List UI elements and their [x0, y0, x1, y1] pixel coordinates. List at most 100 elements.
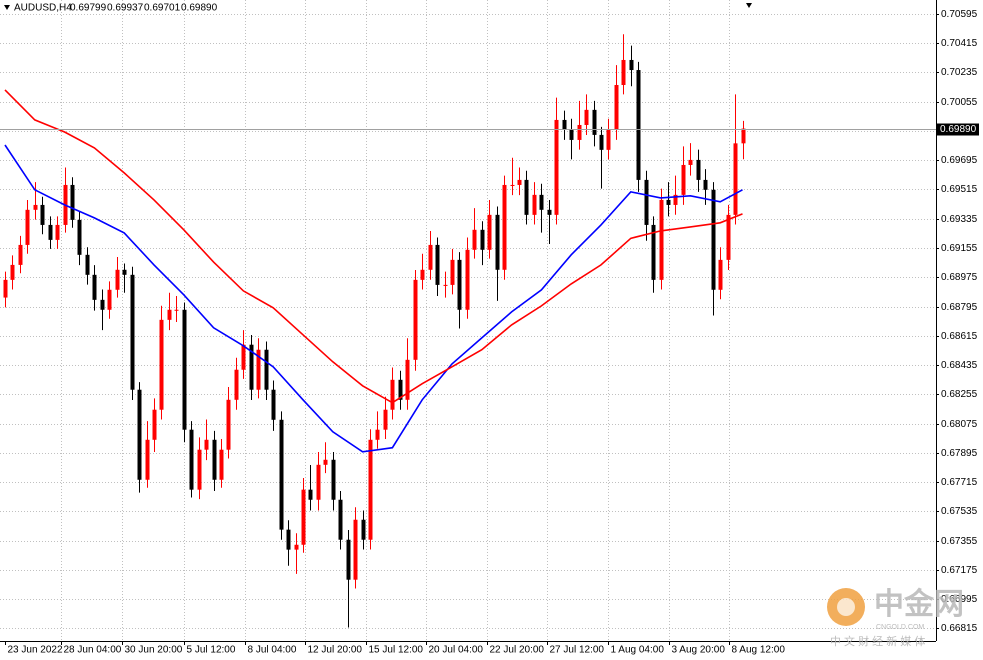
candle-body [554, 119, 559, 215]
moving-average [4, 89, 743, 404]
candle-body [606, 129, 611, 150]
candle-body [189, 429, 194, 490]
candle-body [621, 59, 626, 85]
ohlc-close: 0.69890 [181, 3, 218, 14]
candle-body [25, 209, 30, 245]
candle-body [495, 214, 500, 270]
candle-body [85, 254, 90, 275]
candle-body [741, 128, 746, 144]
candle-body [524, 179, 529, 215]
candle-body [577, 124, 582, 140]
candle-body [666, 199, 671, 205]
candle-body [681, 164, 686, 195]
watermark-site: CNGOLD.COM [876, 624, 924, 631]
x-tick-label: 8 Jul 04:00 [248, 645, 297, 656]
x-tick-label: 20 Jul 04:00 [429, 645, 484, 656]
candle-body [346, 539, 351, 580]
candle-body [152, 409, 157, 440]
candle-body [256, 349, 261, 390]
candle-body [420, 269, 425, 280]
candle-body [234, 369, 239, 400]
watermark-slogan: 中 文 财 经 新 媒 体 [830, 634, 925, 648]
x-tick-label: 1 Aug 04:00 [611, 645, 665, 656]
y-tick-label: 0.70415 [941, 38, 978, 49]
candle-body [301, 489, 306, 545]
candle-body [465, 249, 470, 310]
candle-body [212, 439, 217, 480]
candle-body [226, 399, 231, 450]
y-tick-label: 0.70055 [941, 97, 978, 108]
watermark: 中金网 CNGOLD.COM 中 文 财 经 新 媒 体 [827, 587, 964, 648]
y-tick-label: 0.68075 [941, 419, 978, 430]
candle-body [197, 449, 202, 490]
candle-body [264, 349, 269, 390]
candle-body [644, 179, 649, 225]
candle-body [353, 519, 358, 580]
candle-body [487, 214, 492, 250]
candle-body [308, 489, 313, 500]
current-price-label: 0.69890 [940, 124, 977, 135]
x-tick-label: 8 Aug 12:00 [732, 645, 786, 656]
x-tick-label: 5 Jul 12:00 [187, 645, 236, 656]
candle-body [167, 309, 172, 320]
candle-body [718, 259, 723, 290]
y-tick-label: 0.69335 [941, 214, 978, 225]
candle-body [48, 224, 53, 240]
candle-body [688, 159, 693, 165]
ohlc-low: 0.69701 [144, 3, 181, 14]
y-tick-label: 0.69695 [941, 155, 978, 166]
candle-body [703, 179, 708, 190]
candle-body [502, 184, 507, 270]
current-price-tag [937, 123, 979, 136]
x-tick-label: 28 Jun 04:00 [64, 645, 122, 656]
watermark-logo-inner [837, 598, 855, 616]
candle-body [659, 199, 664, 280]
y-tick-label: 0.67535 [941, 506, 978, 517]
candle-body [55, 224, 60, 240]
y-tick-label: 0.68975 [941, 272, 978, 283]
candle-body [450, 259, 455, 285]
candle-body [70, 184, 75, 220]
candle-body [77, 219, 82, 255]
candle-body [182, 309, 187, 430]
candle-body [279, 419, 284, 530]
candle-body [130, 274, 135, 390]
x-tick-label: 22 Jul 20:00 [490, 645, 545, 656]
candle-body [368, 439, 373, 540]
candle-body [696, 159, 701, 180]
y-tick-label: 0.69515 [941, 184, 978, 195]
candle-body [145, 439, 150, 480]
y-tick-label: 0.66995 [941, 594, 978, 605]
ohlc-high: 0.69937 [107, 3, 144, 14]
y-tick-label: 0.67355 [941, 536, 978, 547]
candle-body [457, 259, 462, 310]
candle-body [331, 459, 336, 500]
candle-body [539, 194, 544, 210]
y-tick-label: 0.69155 [941, 243, 978, 254]
candle-body [532, 194, 537, 215]
watermark-name: 中金网 [874, 587, 964, 621]
candle-body [405, 359, 410, 400]
x-tick-label: 23 Jun 2022 [8, 645, 63, 656]
candle-body [286, 529, 291, 550]
y-tick-label: 0.68435 [941, 360, 978, 371]
candle-body [122, 269, 127, 275]
candle-body [562, 119, 567, 130]
candle-body [443, 284, 448, 286]
candle-body [673, 194, 678, 205]
candle-body [18, 244, 23, 265]
candle-body [517, 179, 522, 185]
candle-body [115, 269, 120, 290]
candle-body [614, 84, 619, 130]
candle-body [375, 429, 380, 440]
axes: 0.705950.704150.702350.700550.698750.696… [5, 9, 979, 656]
candle-body [428, 244, 433, 270]
candle-body [599, 134, 604, 150]
candle-body [383, 409, 388, 430]
candle-body [204, 439, 209, 450]
candle-body [3, 279, 8, 298]
candle-body [472, 229, 477, 250]
x-tick-label: 30 Jun 20:00 [125, 645, 183, 656]
